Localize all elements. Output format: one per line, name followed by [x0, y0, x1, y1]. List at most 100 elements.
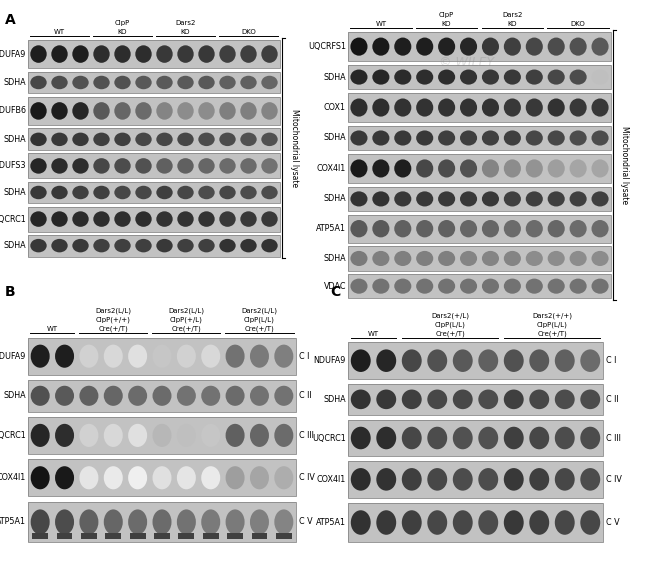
Ellipse shape [592, 159, 608, 178]
Ellipse shape [504, 69, 521, 85]
Ellipse shape [592, 251, 608, 266]
Ellipse shape [177, 211, 194, 227]
Bar [348, 503, 603, 543]
Bar [32, 533, 48, 540]
Ellipse shape [94, 133, 110, 146]
Ellipse shape [376, 427, 396, 449]
Ellipse shape [219, 76, 236, 89]
Ellipse shape [438, 220, 455, 237]
Ellipse shape [526, 69, 543, 85]
Ellipse shape [153, 466, 172, 489]
Ellipse shape [31, 510, 49, 534]
Text: Cre(+/T): Cre(+/T) [172, 325, 202, 332]
Ellipse shape [350, 38, 367, 56]
Ellipse shape [156, 45, 173, 63]
Text: ATP5A1: ATP5A1 [316, 518, 346, 527]
Text: SDHA: SDHA [324, 254, 346, 263]
Ellipse shape [156, 186, 173, 199]
Bar [348, 274, 611, 298]
Ellipse shape [79, 510, 98, 534]
Ellipse shape [128, 510, 147, 534]
Text: C III: C III [299, 431, 314, 440]
Ellipse shape [135, 76, 151, 89]
Ellipse shape [156, 239, 173, 252]
Bar [348, 32, 611, 61]
Ellipse shape [94, 239, 110, 252]
Ellipse shape [79, 466, 98, 489]
Bar [28, 234, 280, 256]
Text: C II: C II [606, 395, 619, 404]
Ellipse shape [31, 158, 47, 174]
Ellipse shape [427, 390, 447, 409]
Bar [28, 182, 280, 203]
Ellipse shape [94, 186, 110, 199]
Text: UQCRC1: UQCRC1 [0, 215, 26, 223]
Ellipse shape [177, 239, 194, 252]
Text: C I: C I [299, 351, 309, 361]
Ellipse shape [438, 130, 455, 145]
Text: Dars2: Dars2 [176, 20, 196, 26]
Bar [179, 533, 194, 540]
Bar [348, 93, 611, 122]
Ellipse shape [416, 220, 434, 237]
Ellipse shape [104, 466, 123, 489]
Ellipse shape [416, 130, 434, 145]
Ellipse shape [478, 468, 498, 490]
Ellipse shape [104, 386, 123, 406]
Text: COX4I1: COX4I1 [317, 475, 346, 484]
Ellipse shape [460, 98, 477, 116]
Ellipse shape [504, 159, 521, 178]
Ellipse shape [438, 38, 455, 56]
Ellipse shape [529, 510, 549, 535]
Bar [28, 72, 280, 93]
Ellipse shape [555, 510, 575, 535]
Ellipse shape [31, 186, 47, 199]
Ellipse shape [416, 69, 434, 85]
Ellipse shape [376, 390, 396, 409]
Text: C IV: C IV [299, 473, 315, 482]
Bar [28, 380, 296, 412]
Ellipse shape [128, 424, 147, 447]
Ellipse shape [104, 510, 123, 534]
Bar [348, 65, 611, 89]
Text: ClpP(L/L): ClpP(L/L) [435, 321, 465, 328]
Ellipse shape [548, 251, 565, 266]
Ellipse shape [402, 349, 422, 372]
Ellipse shape [226, 386, 244, 406]
Bar [28, 97, 280, 125]
Ellipse shape [114, 45, 131, 63]
Ellipse shape [548, 38, 565, 56]
Text: WT: WT [368, 331, 379, 337]
Ellipse shape [526, 38, 543, 56]
Ellipse shape [526, 98, 543, 116]
Text: KO: KO [118, 29, 127, 35]
Ellipse shape [548, 130, 565, 145]
Text: KO: KO [442, 21, 451, 27]
Ellipse shape [250, 386, 269, 406]
Bar [348, 420, 603, 456]
Bar [28, 417, 296, 454]
Text: DKO: DKO [241, 29, 256, 35]
Ellipse shape [240, 133, 257, 146]
Ellipse shape [94, 158, 110, 174]
Ellipse shape [55, 386, 74, 406]
Bar [28, 72, 280, 93]
Text: C: C [330, 285, 340, 299]
Ellipse shape [114, 133, 131, 146]
Ellipse shape [94, 102, 110, 120]
Ellipse shape [555, 349, 575, 372]
Ellipse shape [460, 251, 477, 266]
Text: Mitochondrial lysate: Mitochondrial lysate [289, 109, 298, 187]
Ellipse shape [395, 159, 411, 178]
Ellipse shape [350, 192, 367, 207]
Ellipse shape [177, 45, 194, 63]
Ellipse shape [135, 239, 151, 252]
Text: SDHA: SDHA [324, 72, 346, 82]
Ellipse shape [72, 186, 88, 199]
Ellipse shape [240, 45, 257, 63]
Text: NDUFB6: NDUFB6 [0, 107, 26, 115]
Text: WT: WT [375, 21, 387, 27]
Bar [348, 187, 611, 211]
Ellipse shape [427, 468, 447, 490]
Text: C III: C III [606, 434, 621, 442]
